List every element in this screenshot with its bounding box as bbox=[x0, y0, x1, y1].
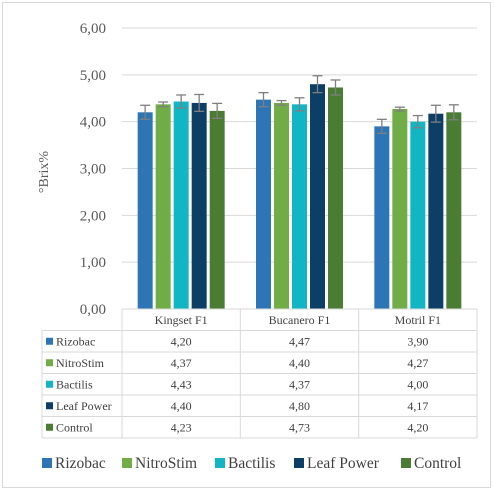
bar bbox=[274, 102, 289, 309]
table-legend-key bbox=[46, 423, 53, 431]
y-tick-label: 3,00 bbox=[80, 162, 106, 178]
data-label: 4,17 bbox=[407, 399, 428, 413]
table-legend-key bbox=[46, 359, 53, 367]
table-legend-key bbox=[46, 380, 53, 388]
bar bbox=[292, 104, 307, 309]
bar bbox=[428, 113, 444, 309]
legend-swatch bbox=[122, 458, 132, 468]
y-tick-label: 4,00 bbox=[80, 115, 106, 131]
data-label: 4,20 bbox=[171, 335, 192, 349]
data-label: 4,43 bbox=[171, 378, 192, 392]
y-axis-label: °Brix% bbox=[37, 151, 52, 193]
data-label: 4,47 bbox=[289, 335, 310, 349]
legend-swatch bbox=[401, 458, 411, 468]
table-row-label: Control bbox=[56, 421, 93, 435]
data-label: 4,40 bbox=[171, 399, 192, 413]
legend-label: Rizobac bbox=[55, 455, 106, 472]
bar bbox=[410, 121, 426, 310]
table-legend-key bbox=[46, 337, 53, 345]
data-label: 4,73 bbox=[289, 421, 310, 435]
data-label: 4,40 bbox=[289, 356, 310, 370]
bar bbox=[191, 102, 207, 309]
bar bbox=[155, 104, 171, 309]
bar bbox=[256, 99, 271, 309]
bar bbox=[392, 109, 408, 309]
legend-label: Control bbox=[414, 455, 461, 472]
data-label: 4,37 bbox=[171, 356, 192, 370]
bar bbox=[137, 112, 153, 309]
table-row-label: Leaf Power bbox=[56, 399, 112, 413]
data-label: 4,23 bbox=[171, 421, 192, 435]
data-label: 4,20 bbox=[407, 421, 428, 435]
legend-swatch bbox=[215, 458, 225, 468]
bar bbox=[374, 126, 390, 309]
data-label: 4,27 bbox=[407, 356, 428, 370]
table-row-label: Bactilis bbox=[56, 378, 93, 392]
legend-label: Leaf Power bbox=[307, 455, 380, 472]
chart-frame bbox=[2, 2, 491, 488]
category-label: Bucanero F1 bbox=[269, 313, 331, 327]
y-tick-label: 5,00 bbox=[80, 68, 106, 84]
y-tick-label: 0,00 bbox=[80, 302, 106, 318]
bar bbox=[310, 84, 325, 309]
category-label: Motril F1 bbox=[395, 313, 441, 327]
category-label: Kingset F1 bbox=[155, 313, 208, 327]
y-tick-label: 2,00 bbox=[80, 208, 106, 224]
bar bbox=[446, 112, 462, 309]
bar bbox=[209, 110, 225, 310]
legend-swatch bbox=[294, 458, 304, 468]
data-label: 4,80 bbox=[289, 399, 310, 413]
legend-swatch bbox=[42, 458, 52, 468]
y-tick-label: 6,00 bbox=[80, 21, 106, 37]
y-tick-label: 1,00 bbox=[80, 255, 106, 271]
bar bbox=[328, 87, 343, 309]
data-label: 4,37 bbox=[289, 378, 310, 392]
legend-label: Bactilis bbox=[228, 455, 275, 472]
data-label: 4,00 bbox=[407, 378, 428, 392]
legend-label: NitroStim bbox=[135, 455, 197, 472]
bar bbox=[173, 101, 189, 309]
table-row-label: Rizobac bbox=[56, 335, 95, 349]
table-legend-key bbox=[46, 402, 53, 410]
table-row-label: NitroStim bbox=[56, 356, 105, 370]
data-label: 3,90 bbox=[407, 335, 428, 349]
